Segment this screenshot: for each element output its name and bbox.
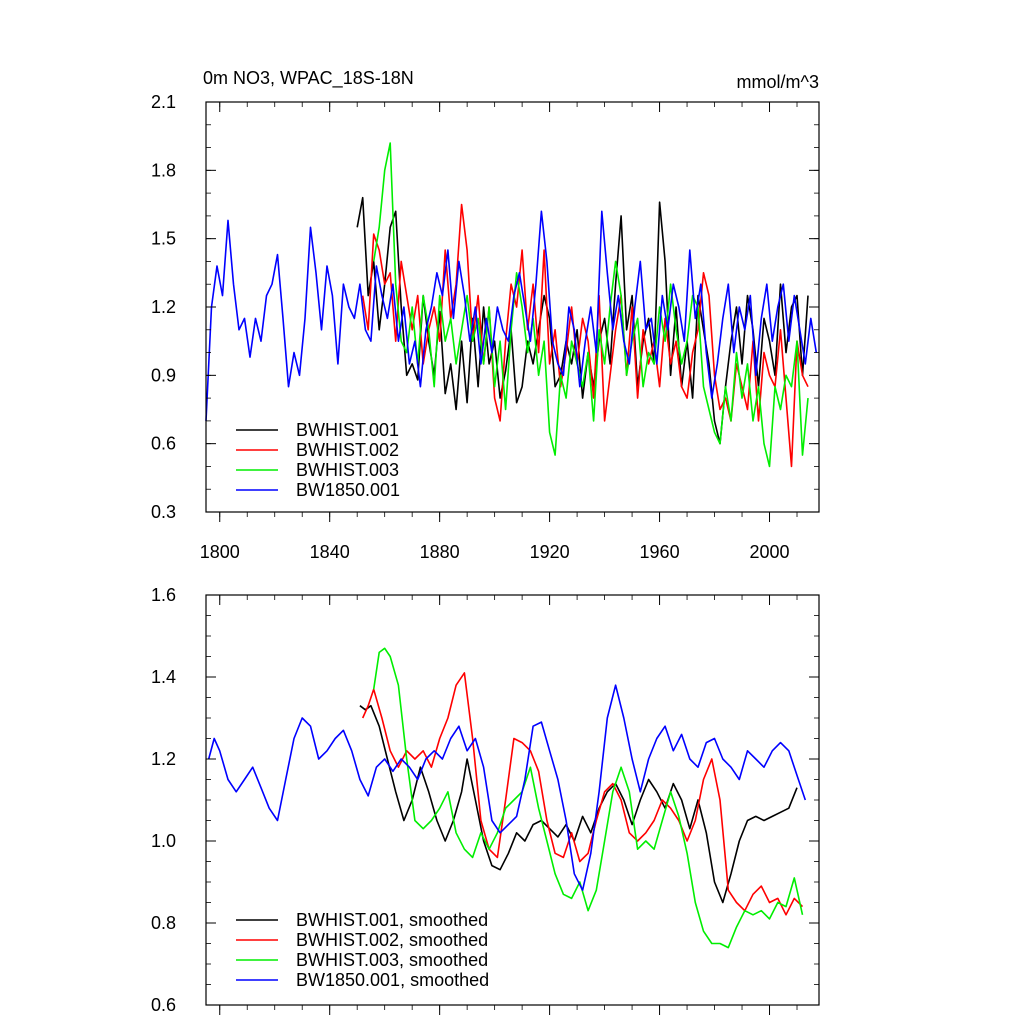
top-xtick-label: 1920 (530, 542, 570, 562)
top-ytick-label: 1.8 (151, 160, 176, 180)
bottom-ytick-label: 1.2 (151, 749, 176, 769)
top-axis-ticks: 0.3 0.6 0.9 1.2 1.5 1.8 2.1 1800 1840 1880 1920 196… (151, 92, 819, 562)
bottom-series-line-3 (372, 647, 804, 949)
bottom-plot-frame (205, 594, 820, 1006)
top-legend-label-3: BWHIST.003 (296, 460, 399, 480)
bottom-series-line-4 (207, 684, 807, 892)
top-legend-label-1: BWHIST.001 (296, 420, 399, 440)
bottom-series-line-2 (361, 672, 804, 916)
bottom-series-group (207, 647, 807, 949)
bottom-axis-ticks: 0.6 0.8 1.0 1.2 1.4 1.6 (151, 585, 819, 1015)
bottom-legend-label-1: BWHIST.001, smoothed (296, 910, 488, 930)
top-ytick-label: 0.6 (151, 434, 176, 454)
top-xtick-label: 1840 (310, 542, 350, 562)
top-plot-frame (205, 101, 820, 513)
top-legend-label-2: BWHIST.002 (296, 440, 399, 460)
bottom-ytick-label: 1.6 (151, 585, 176, 605)
top-chart-units: mmol/m^3 (737, 72, 819, 92)
bottom-ytick-label: 0.8 (151, 913, 176, 933)
top-xtick-label: 1800 (200, 542, 240, 562)
bottom-legend-label-4: BW1850.001, smoothed (296, 970, 489, 990)
top-panel: 0m NO3, WPAC_18S-18N mmol/m^3 0.3 0.6 0.9 1… (151, 68, 820, 562)
top-ytick-label: 0.9 (151, 365, 176, 385)
top-legend-label-4: BW1850.001 (296, 480, 400, 500)
top-xtick-label: 1960 (640, 542, 680, 562)
top-ytick-label: 1.2 (151, 297, 176, 317)
bottom-ytick-label: 1.0 (151, 831, 176, 851)
top-ytick-label: 0.3 (151, 502, 176, 522)
bottom-ytick-label: 1.4 (151, 667, 176, 687)
top-xtick-label: 2000 (749, 542, 789, 562)
top-series-group (205, 142, 818, 468)
top-xtick-label: 1880 (420, 542, 460, 562)
top-chart-title: 0m NO3, WPAC_18S-18N (203, 68, 414, 89)
bottom-ytick-label: 0.6 (151, 995, 176, 1015)
top-series-line-4 (205, 210, 818, 421)
top-ytick-label: 2.1 (151, 92, 176, 112)
bottom-legend-label-2: BWHIST.002, smoothed (296, 930, 488, 950)
bottom-panel: 0.60.81.01.21.41.6 BWHIST.001, smoothedB… (151, 585, 820, 1015)
top-series-line-3 (372, 142, 809, 468)
top-ytick-label: 1.5 (151, 229, 176, 249)
bottom-legend-label-3: BWHIST.003, smoothed (296, 950, 488, 970)
